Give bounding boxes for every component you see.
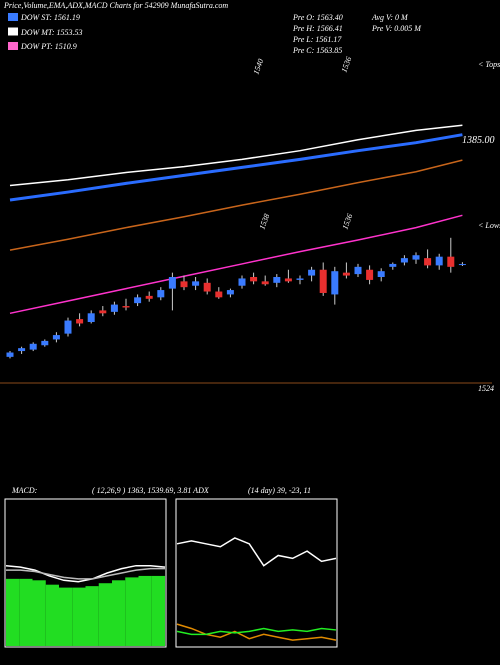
panel-frame (175, 498, 338, 648)
histogram-bar (6, 578, 20, 646)
panel-subtitle: ( 12,26,9 ) 1363, 1539.69, 3.81 ADX (92, 486, 210, 495)
title: Price,Volume,EMA,ADX,MACD Charts for 542… (3, 1, 228, 10)
annotation: 1536 (340, 213, 354, 231)
ema-line (9, 214, 463, 315)
candle-body (308, 269, 316, 276)
ema-line (9, 133, 463, 202)
indicator-line (6, 567, 165, 580)
candle-body (6, 352, 14, 357)
candle-body (412, 255, 420, 260)
candle-body (64, 320, 72, 334)
info: Pre H: 1566.41 (292, 24, 343, 33)
panel-title: MACD: (11, 486, 38, 495)
annotation: 1385.00 (462, 135, 495, 146)
candle-body (424, 258, 432, 266)
candle-body (319, 269, 327, 293)
histogram-bar (112, 580, 126, 646)
candle-body (87, 313, 95, 323)
candle-body (192, 281, 200, 286)
annotation: 1538 (257, 213, 271, 231)
info: Pre V: 0.005 M (371, 24, 422, 33)
indicator-line (5, 564, 166, 583)
histogram-bar (45, 584, 59, 646)
ema-line (9, 159, 463, 251)
candle-body (342, 272, 350, 276)
panel-frame (4, 498, 167, 648)
candle-body (18, 348, 26, 352)
candle-body (168, 277, 176, 289)
annotation: < Tops (478, 60, 500, 69)
legend-text: DOW MT: 1553.53 (20, 28, 83, 37)
histogram-bar (151, 575, 165, 646)
info: Avg V: 0 M (371, 13, 409, 22)
candle-body (99, 310, 107, 314)
candle-body (238, 278, 246, 286)
candle-body (52, 335, 60, 340)
histogram-bar (72, 587, 86, 646)
candle-body (41, 340, 49, 346)
info: Pre C: 1563.85 (292, 46, 342, 55)
candle-body (226, 290, 234, 295)
candle-body (203, 282, 211, 292)
candle-body (447, 256, 455, 267)
legend-swatch (8, 27, 18, 36)
candle-body (377, 271, 385, 278)
annotation: 1524 (478, 384, 494, 393)
legend-text: DOW PT: 1510.9 (20, 42, 77, 51)
candle-body (435, 256, 443, 266)
candle-body (273, 277, 281, 283)
annotation: 1540 (251, 58, 265, 76)
info: Pre L: 1561.17 (292, 35, 342, 44)
candle-body (134, 297, 142, 304)
annotation: < Lows (478, 221, 500, 230)
candle-body (145, 295, 153, 299)
candle-body (354, 266, 362, 275)
ema-line (9, 124, 463, 187)
candle-body (261, 281, 269, 285)
candle-body (180, 281, 188, 288)
histogram-bar (98, 583, 112, 646)
candle-body (250, 277, 258, 282)
candle-body (110, 304, 118, 312)
candle-body (76, 319, 84, 324)
candle-body (284, 278, 292, 282)
histogram-bar (59, 587, 73, 646)
indicator-line (176, 623, 337, 641)
candle-body (389, 263, 397, 267)
candle-body (458, 264, 466, 266)
candle-body (296, 278, 304, 280)
panel-title: (14 day) 39, -23, 11 (248, 486, 311, 495)
histogram-bar (125, 577, 139, 646)
histogram-bar (19, 578, 33, 646)
candle-body (400, 258, 408, 263)
histogram-bar (138, 575, 152, 646)
legend-swatch (8, 13, 18, 21)
candle-body (157, 290, 165, 298)
candle-body (122, 306, 130, 308)
histogram-bar (85, 586, 99, 646)
histogram-bar (32, 580, 46, 646)
candle-body (366, 269, 374, 280)
indicator-line (176, 627, 337, 636)
legend-swatch (8, 42, 18, 50)
legend-text: DOW ST: 1561.19 (20, 13, 80, 22)
candle-body (215, 291, 223, 298)
annotation: 1536 (339, 56, 353, 74)
candle-body (331, 271, 339, 295)
candle-body (29, 343, 37, 350)
indicator-line (176, 537, 337, 567)
info: Pre O: 1563.40 (292, 13, 343, 22)
